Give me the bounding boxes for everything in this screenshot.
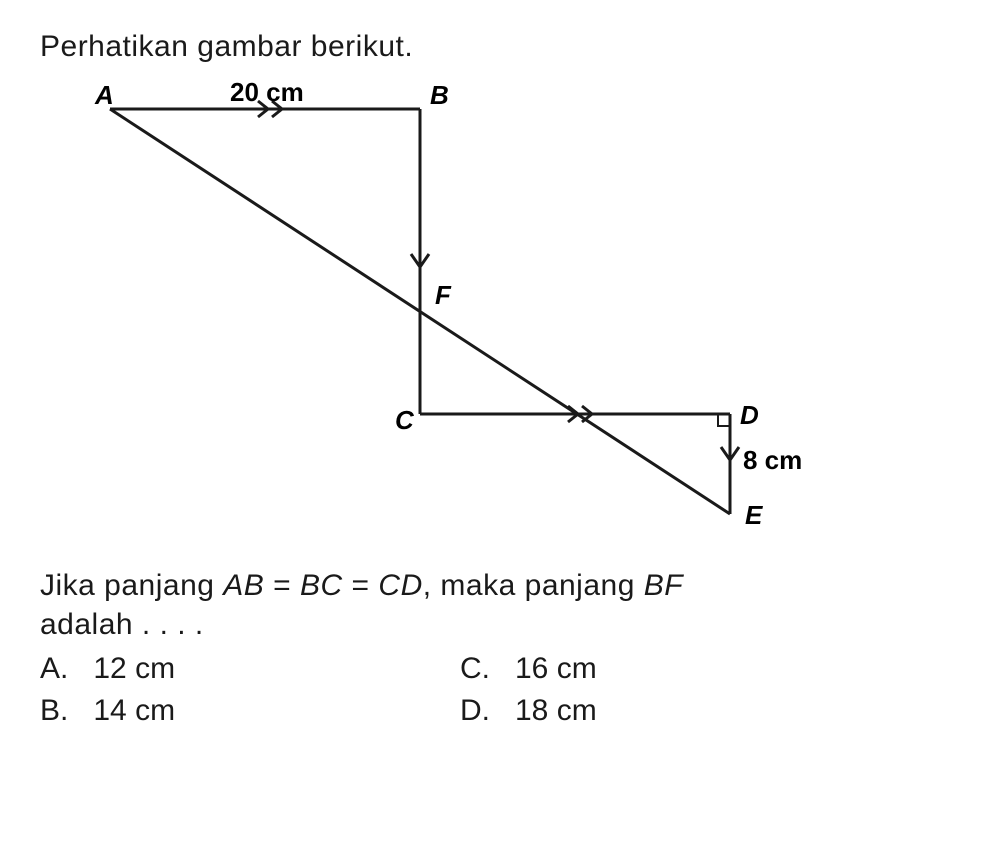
sq-eq1: =: [264, 569, 300, 602]
point-F-label: F: [435, 280, 452, 310]
option-A-letter: A.: [40, 652, 68, 686]
sq-part4: , maka panjang: [423, 569, 644, 602]
option-row-2: B. 14 cm D. 18 cm: [40, 694, 956, 728]
geometry-diagram: A B F C D E 20 cm 8 cm: [80, 79, 830, 549]
option-D-letter: D.: [460, 694, 490, 728]
option-B-text: 14 cm: [93, 694, 175, 728]
option-C: C. 16 cm: [460, 652, 597, 686]
diagram-svg: A B F C D E 20 cm 8 cm: [80, 79, 830, 549]
var-BC: BC: [300, 569, 343, 602]
var-CD: CD: [378, 569, 422, 602]
point-C-label: C: [395, 405, 415, 435]
length-AB: 20 cm: [230, 79, 304, 107]
point-B-label: B: [430, 80, 449, 110]
option-B: B. 14 cm: [40, 694, 460, 728]
option-row-1: A. 12 cm C. 16 cm: [40, 652, 956, 686]
sq-eq2: =: [343, 569, 379, 602]
length-DE: 8 cm: [743, 445, 802, 475]
answer-options: A. 12 cm C. 16 cm B. 14 cm D. 18 cm: [40, 652, 956, 728]
option-C-letter: C.: [460, 652, 490, 686]
point-A-label: A: [94, 80, 114, 110]
sub-question-line2: adalah . . . .: [40, 608, 956, 642]
option-C-text: 16 cm: [515, 652, 597, 686]
option-B-letter: B.: [40, 694, 68, 728]
option-D-text: 18 cm: [515, 694, 597, 728]
option-A: A. 12 cm: [40, 652, 460, 686]
option-D: D. 18 cm: [460, 694, 597, 728]
var-BF: BF: [644, 569, 683, 602]
sq-part1: Jika panjang: [40, 569, 223, 602]
sub-question-line1: Jika panjang AB = BC = CD, maka panjang …: [40, 569, 956, 603]
point-E-label: E: [745, 500, 763, 530]
question-prompt: Perhatikan gambar berikut.: [40, 30, 956, 64]
option-A-text: 12 cm: [93, 652, 175, 686]
var-AB: AB: [223, 569, 264, 602]
right-angle-D: [718, 414, 730, 426]
point-D-label: D: [740, 400, 759, 430]
